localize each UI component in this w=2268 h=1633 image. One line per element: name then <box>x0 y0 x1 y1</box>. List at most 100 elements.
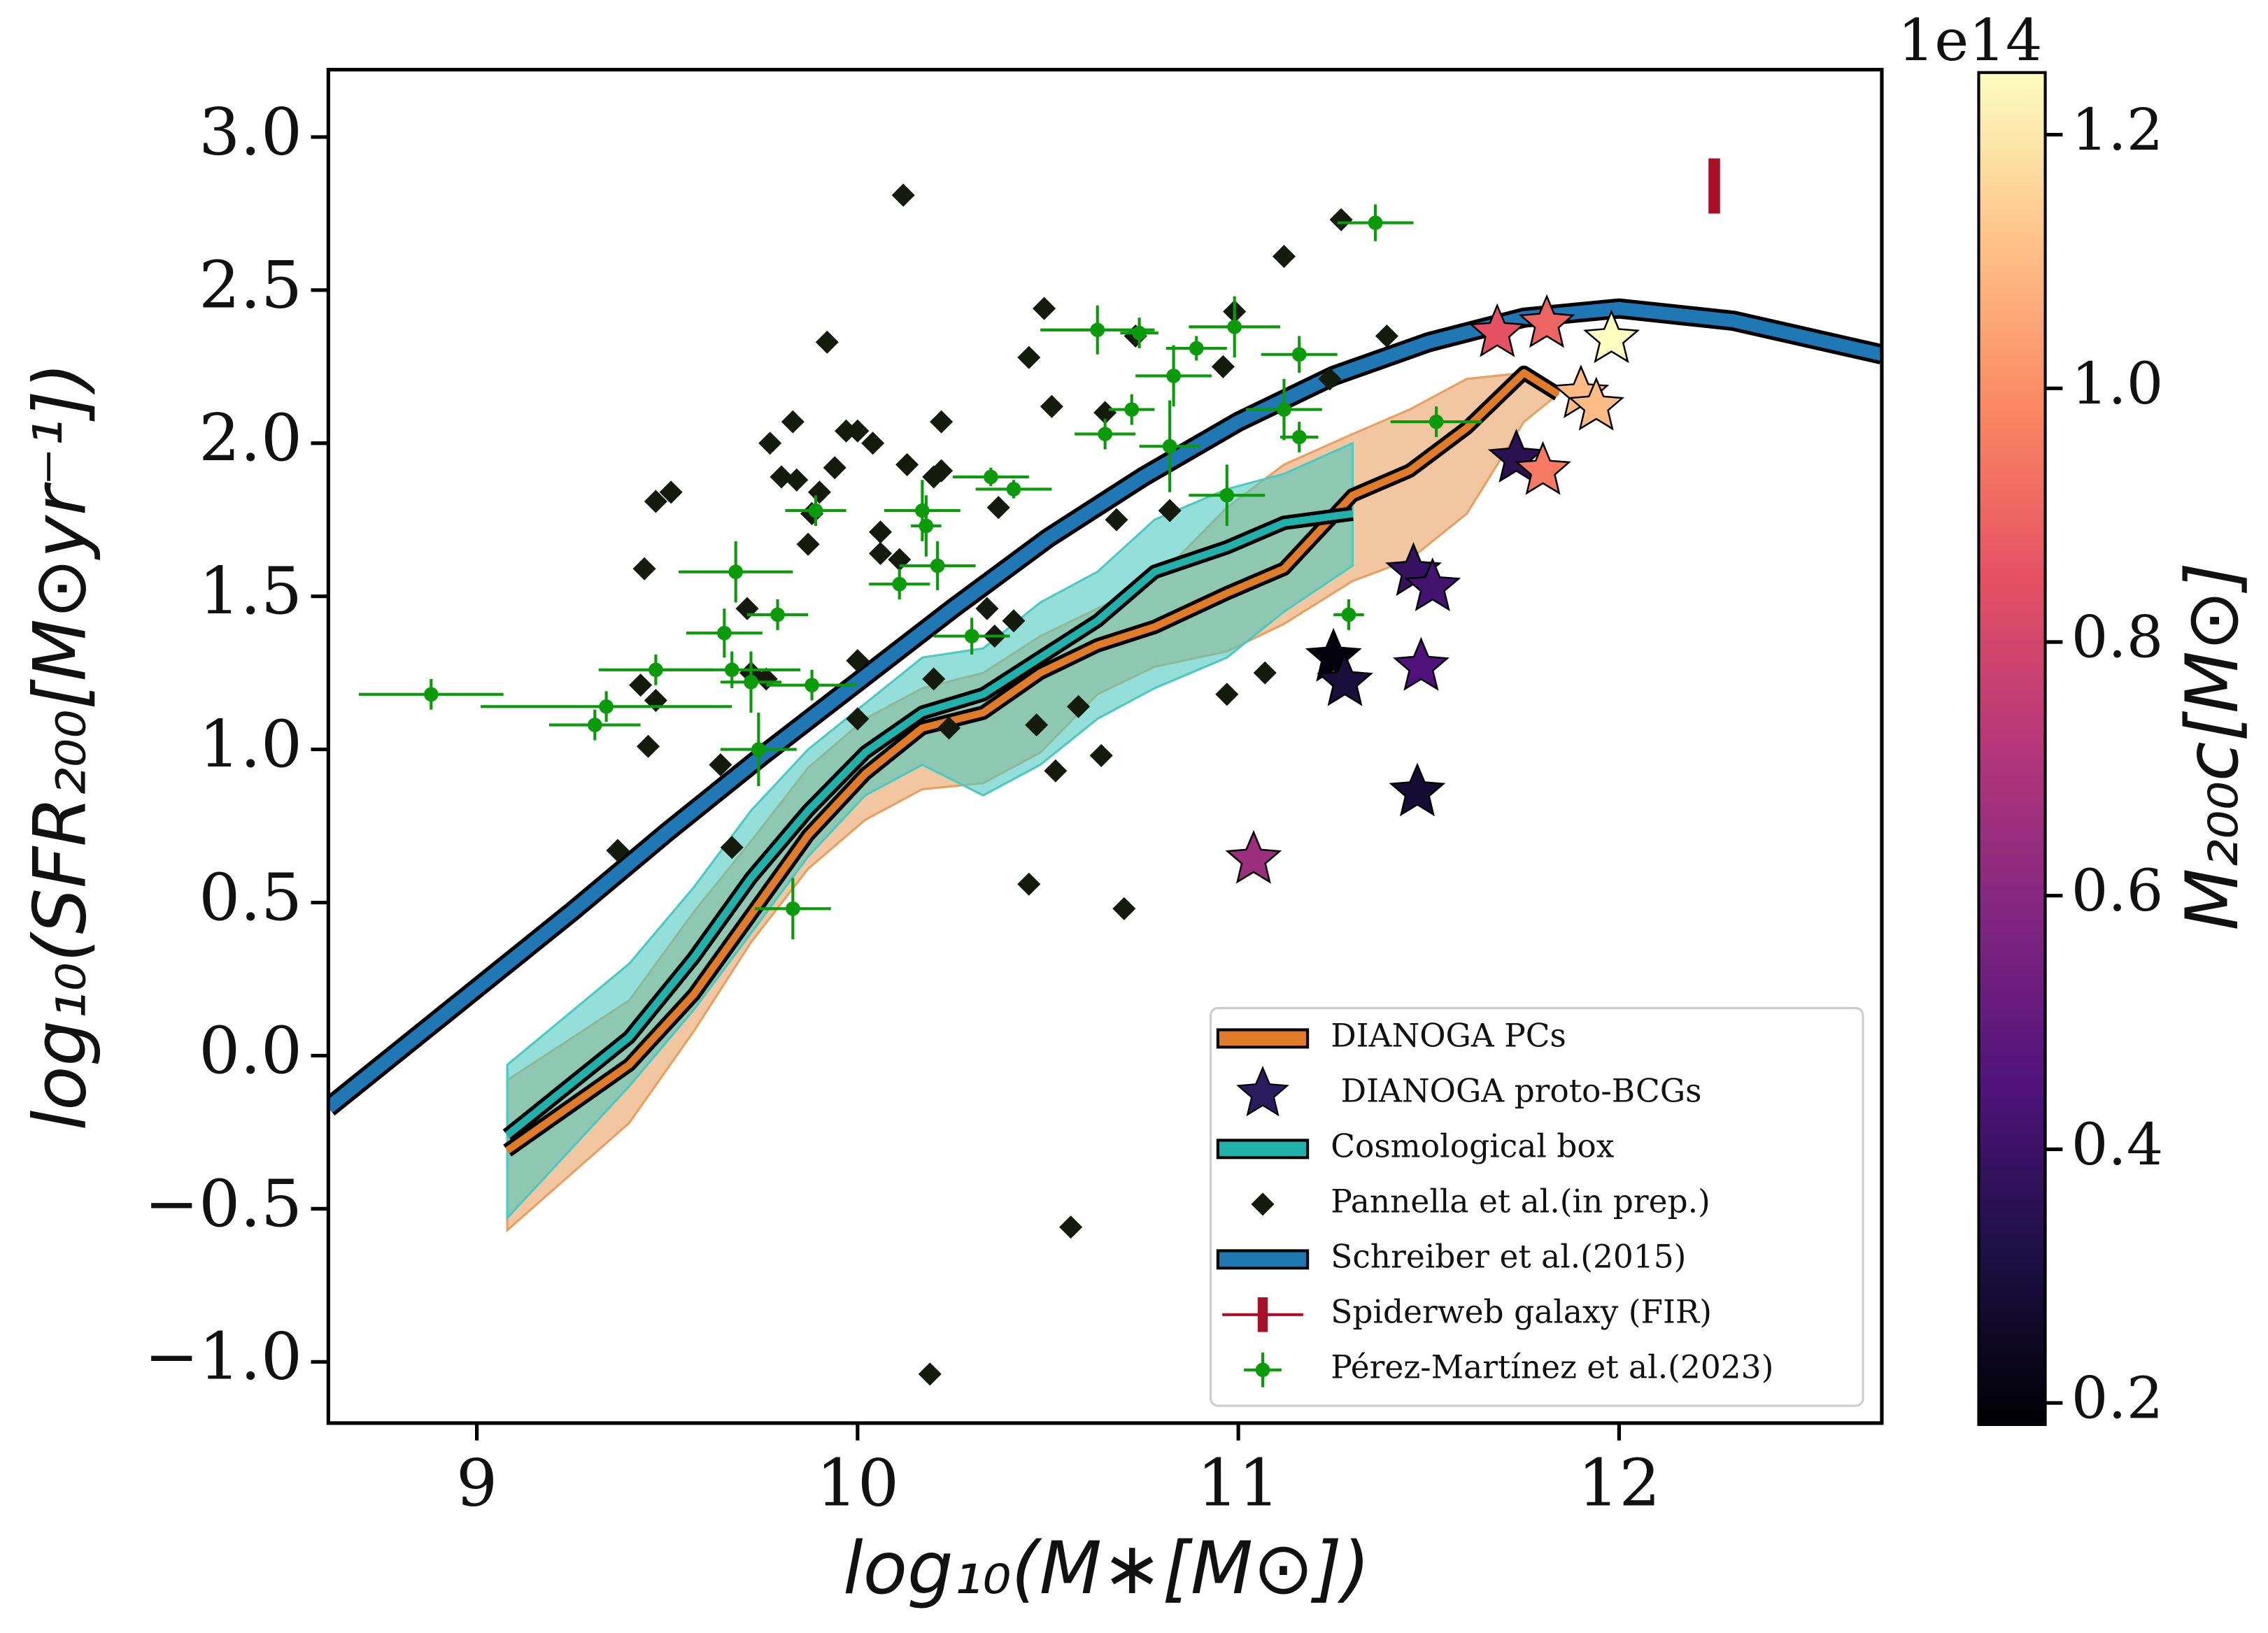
y-tick-label: 1.0 <box>199 706 302 782</box>
diamond-point <box>1044 759 1068 783</box>
star-point <box>1468 303 1526 357</box>
y-axis-label: log₁₀(SFR₂₀₀[M⊙yr⁻¹]) <box>18 362 102 1131</box>
y-tick-label: 3.0 <box>199 94 302 169</box>
colorbar <box>1977 71 2047 1426</box>
point <box>423 687 439 702</box>
diamond-point <box>861 432 885 455</box>
diamond-point <box>1112 897 1136 920</box>
legend-label: Spiderweb galaxy (FIR) <box>1331 1293 1712 1330</box>
diamond-point <box>868 541 893 565</box>
point <box>1006 482 1021 497</box>
star-point <box>1317 652 1373 706</box>
legend-swatch <box>1216 1139 1310 1160</box>
star-point <box>1389 762 1446 817</box>
diamond-point <box>735 597 759 620</box>
diamond-point <box>846 649 870 673</box>
colorbar-label: M₂₀₀c[M⊙] <box>2171 562 2255 931</box>
colorbar-tick-label: 0.2 <box>2071 1364 2164 1432</box>
diamond-point <box>891 183 915 207</box>
star-point <box>1518 294 1575 348</box>
diamond-point <box>888 548 912 571</box>
point <box>1291 347 1307 362</box>
point <box>1219 487 1235 503</box>
diamond-point <box>796 532 820 556</box>
star-point <box>1583 309 1640 364</box>
point <box>1291 429 1307 445</box>
point <box>1098 427 1112 441</box>
diamond-point <box>846 707 870 731</box>
x-tick-label: 11 <box>1197 1445 1280 1520</box>
line <box>328 301 1882 1113</box>
y-tick-label: −1.0 <box>144 1319 302 1395</box>
legend-swatch <box>1216 1028 1310 1049</box>
legend-label: Schreiber et al.(2015) <box>1331 1238 1686 1275</box>
legend-label: Pannella et al.(in prep.) <box>1331 1183 1710 1220</box>
point <box>984 469 998 485</box>
point <box>930 558 945 573</box>
point <box>1277 402 1291 417</box>
diamond-point <box>823 456 846 480</box>
diamond-point <box>1272 245 1296 269</box>
point <box>1124 402 1140 417</box>
x-tick-label: 12 <box>1578 1445 1660 1520</box>
diamond-point <box>1318 367 1342 391</box>
legend-point <box>1255 1362 1270 1378</box>
point <box>728 564 744 579</box>
point <box>1090 322 1105 338</box>
diamond-point <box>659 480 683 504</box>
diamond-point <box>1253 661 1277 685</box>
plot-area <box>328 158 1882 1386</box>
colorbar-tick-label: 0.4 <box>2071 1111 2164 1178</box>
point <box>1162 438 1177 454</box>
diamond-point <box>1059 1215 1083 1239</box>
legend-label: DIANOGA PCs <box>1331 1017 1566 1054</box>
diamond-point <box>895 452 919 476</box>
point <box>919 518 934 534</box>
x-axis-label: log₁₀(M∗[M⊙]) <box>843 1527 1370 1611</box>
legend-swatch <box>1216 1249 1310 1270</box>
diamond-point <box>1211 355 1235 378</box>
point <box>1132 325 1147 341</box>
diamond-point <box>1329 208 1353 231</box>
diamond-point <box>868 520 893 544</box>
y-tick-label: 2.0 <box>199 400 302 476</box>
x-tick-label: 9 <box>456 1445 497 1520</box>
diamond-point <box>644 490 667 513</box>
diamond-point <box>846 419 870 443</box>
colorbar-tick-label: 1.0 <box>2071 350 2164 418</box>
star-point <box>1568 376 1625 431</box>
point <box>892 576 907 592</box>
legend-label: Pérez-Martínez et al.(2023) <box>1331 1348 1773 1385</box>
diamond-point <box>1033 297 1056 320</box>
legend <box>1210 1006 1864 1407</box>
colorbar-offset: 1e14 <box>1898 6 2043 74</box>
y-tick-label: 1.5 <box>199 553 302 629</box>
diamond-point <box>758 432 782 455</box>
point <box>964 629 979 643</box>
point <box>717 625 732 641</box>
diamond-point <box>781 410 805 434</box>
diamond-point <box>1215 683 1239 706</box>
point <box>1429 414 1444 429</box>
diamond-point <box>807 480 831 504</box>
line <box>504 510 1354 1139</box>
y-tick-label: 2.5 <box>199 247 302 322</box>
point <box>744 674 758 690</box>
line <box>505 369 1561 1154</box>
diamond-point <box>1105 508 1128 532</box>
point <box>770 607 785 622</box>
point <box>808 503 823 518</box>
y-tick-label: 0.0 <box>199 1013 302 1088</box>
diamond-point <box>629 673 653 697</box>
legend-label: Cosmological box <box>1331 1127 1615 1164</box>
point <box>805 678 819 692</box>
diamond-point <box>930 410 954 434</box>
y-tick-label: −0.5 <box>144 1166 302 1241</box>
point <box>1227 320 1242 334</box>
colorbar-tick-label: 1.2 <box>2071 96 2164 164</box>
point <box>751 742 766 757</box>
colorbar-tick-label: 0.8 <box>2071 603 2164 671</box>
point <box>1368 215 1383 230</box>
star-point <box>1404 557 1461 612</box>
